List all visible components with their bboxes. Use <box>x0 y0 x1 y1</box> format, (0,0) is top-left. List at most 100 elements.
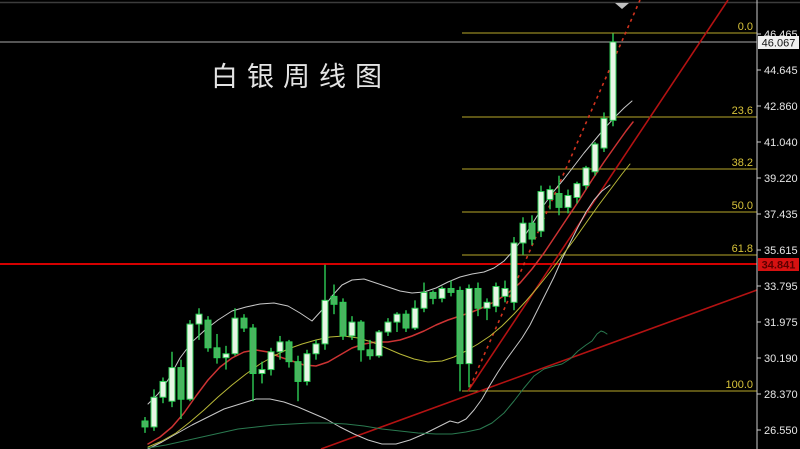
candle-body-down <box>366 349 374 357</box>
candle <box>402 310 410 332</box>
candle-body-down <box>141 420 149 428</box>
candle-body-up <box>276 341 284 353</box>
candle-body-up <box>222 353 230 359</box>
candle <box>150 389 158 431</box>
fib-label-38.2: 38.2 <box>732 157 753 169</box>
candle <box>573 181 581 204</box>
candle-body-down <box>555 193 563 208</box>
position-marker-triangle <box>615 3 629 9</box>
candle-body-up <box>510 242 518 303</box>
candle <box>438 286 446 303</box>
candle-body-down <box>474 287 482 309</box>
candle-body-up <box>609 41 617 121</box>
candle-body-down <box>294 361 302 382</box>
candle <box>501 280 509 303</box>
candle <box>258 361 266 384</box>
candle <box>267 347 275 376</box>
candle <box>222 345 230 370</box>
candle <box>321 264 329 350</box>
fib-label-0.0: 0.0 <box>738 21 753 33</box>
candle-body-up <box>573 183 581 198</box>
candle <box>393 312 401 332</box>
candle-body-up <box>537 191 545 232</box>
candle-body-up <box>564 195 572 208</box>
candle-body-up <box>600 117 608 149</box>
candle <box>375 330 383 358</box>
axis-label: 44.645 <box>764 65 798 77</box>
candle <box>339 298 347 340</box>
candle-body-down <box>456 289 464 365</box>
candle-body-up <box>492 285 500 307</box>
candle <box>609 33 617 127</box>
candle-body-down <box>330 295 338 305</box>
candle <box>186 320 194 402</box>
alert-price-box-bg <box>758 258 799 271</box>
long-support-trendline <box>320 289 758 449</box>
candle <box>195 308 203 340</box>
candle-body-down <box>357 321 365 351</box>
candle <box>348 316 356 340</box>
candle <box>519 217 527 255</box>
candle <box>240 314 248 332</box>
candle <box>285 339 293 368</box>
axis-label: 35.615 <box>764 245 798 257</box>
candle <box>447 280 455 297</box>
candle-body-down <box>213 347 221 359</box>
candle <box>384 318 392 336</box>
candle <box>204 316 212 352</box>
candle <box>582 165 590 190</box>
candle <box>213 333 221 364</box>
candle <box>528 215 536 245</box>
axis-label: 42.860 <box>764 101 798 113</box>
candle-body-up <box>393 313 401 323</box>
candle-body-down <box>339 301 347 337</box>
candle <box>546 185 554 210</box>
ma-red <box>147 121 634 445</box>
candle-body-down <box>285 341 293 363</box>
candle <box>249 324 257 402</box>
candle <box>456 286 464 392</box>
candle-body-up <box>312 343 320 355</box>
candle-body-down <box>429 291 437 299</box>
candle <box>429 290 437 305</box>
candle-body-up <box>267 351 275 371</box>
candles <box>141 33 617 433</box>
candle-body-up <box>582 167 590 187</box>
candle <box>231 308 239 356</box>
candle-body-up <box>186 323 194 400</box>
candle <box>537 185 545 238</box>
candle <box>492 282 500 313</box>
candle-body-up <box>375 331 383 357</box>
candle <box>483 298 491 321</box>
fib-label-100.0: 100.0 <box>725 379 753 391</box>
axis-label: 39.220 <box>764 173 798 185</box>
candle <box>564 189 572 214</box>
candle <box>366 339 374 360</box>
ma-teal <box>147 330 608 449</box>
candle-body-up <box>438 287 446 299</box>
candle-body-up <box>321 299 329 345</box>
candle-body-up <box>465 287 473 365</box>
candle-body-down <box>204 319 212 349</box>
candle <box>294 355 302 402</box>
candle <box>465 284 473 388</box>
candle <box>303 349 311 386</box>
candle <box>474 282 482 317</box>
candle <box>420 282 428 313</box>
axis-label: 31.975 <box>764 317 798 329</box>
fib-label-50.0: 50.0 <box>732 200 753 212</box>
candle-body-down <box>177 367 185 400</box>
candle <box>276 335 284 360</box>
axis-label: 26.550 <box>764 425 798 437</box>
candle-body-up <box>420 291 428 309</box>
candle-body-down <box>240 317 248 329</box>
candle-body-down <box>528 222 536 240</box>
candle-body-up <box>150 396 158 428</box>
candle-body-up <box>195 313 203 325</box>
candle-body-up <box>384 321 392 333</box>
candle <box>591 142 599 176</box>
price-axis: 46.46544.64542.86041.04039.22037.43535.6… <box>756 0 798 449</box>
candle <box>168 351 176 408</box>
